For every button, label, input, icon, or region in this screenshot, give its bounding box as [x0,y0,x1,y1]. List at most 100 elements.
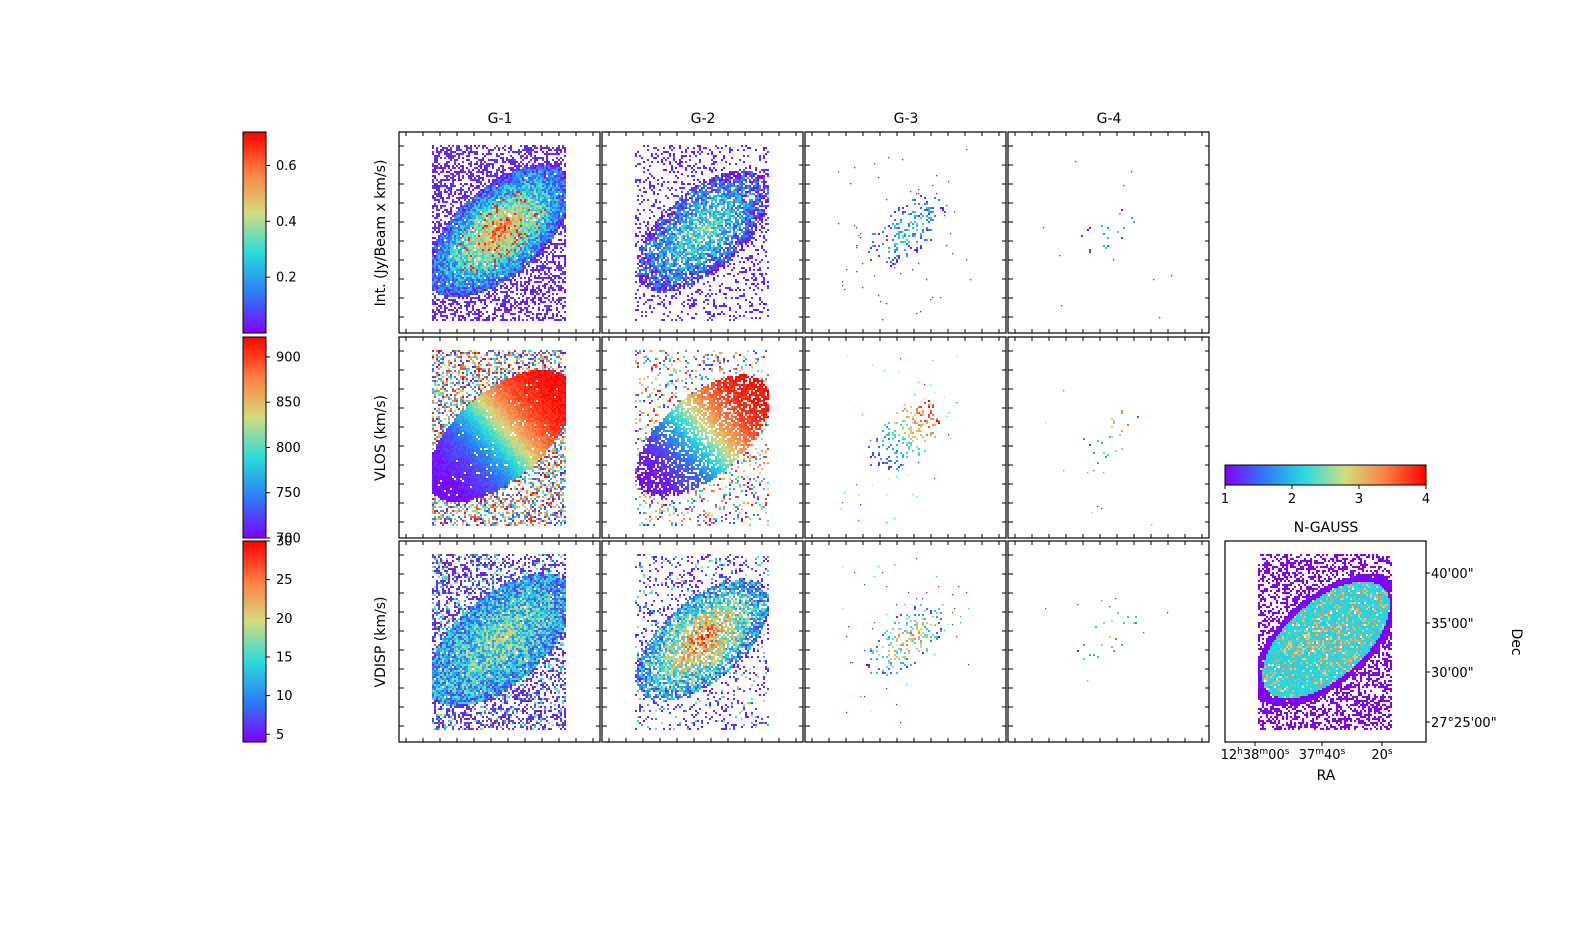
map-pixel [528,201,530,203]
map-pixel [532,217,534,219]
map-pixel [552,167,554,169]
map-pixel [536,259,538,261]
map-pixel [448,267,450,269]
map-pixel [522,215,524,217]
map-pixel [454,223,456,225]
map-pixel [494,233,496,235]
map-pixel [530,253,532,255]
map-pixel [534,169,536,171]
map-pixel [494,189,496,191]
map-pixel [446,161,448,163]
map-pixel [502,227,504,229]
map-pixel [432,283,434,285]
map-pixel [504,277,506,279]
map-pixel [514,225,516,227]
map-pixel [548,219,550,221]
map-pixel [512,169,514,171]
map-pixel [504,191,506,193]
map-pixel [534,187,536,189]
map-pixel [520,215,522,217]
map-pixel [562,179,564,181]
map-pixel [504,259,506,261]
map-pixel [472,179,474,181]
map-pixel [460,253,462,255]
map-pixel [492,241,494,243]
map-pixel [532,317,534,319]
map-pixel [466,259,468,261]
map-pixel [448,299,450,301]
map-pixel [558,297,560,299]
map-pixel [466,255,468,257]
map-pixel [478,217,480,219]
map-pixel [458,189,460,191]
map-pixel [562,187,564,189]
map-pixel [540,201,542,203]
map-pixel [534,301,536,303]
map-pixel [462,289,464,291]
map-pixel [484,237,486,239]
map-pixel [524,229,526,231]
map-pixel [436,215,438,217]
map-pixel [484,221,486,223]
map-pixel [542,223,544,225]
map-pixel [486,187,488,189]
map-pixel [490,245,492,247]
map-pixel [490,219,492,221]
map-pixel [452,157,454,159]
map-pixel [494,247,496,249]
map-pixel [474,167,476,169]
map-pixel [560,285,562,287]
map-pixel [562,207,564,209]
map-pixel [560,319,562,321]
map-pixel [440,273,442,275]
map-pixel [520,233,522,235]
map-pixel [528,237,530,239]
map-pixel [442,257,444,259]
map-pixel [514,245,516,247]
map-pixel [502,173,504,175]
map-pixel [526,195,528,197]
map-pixel [554,207,556,209]
map-pixel [532,173,534,175]
map-pixel [502,305,504,307]
map-pixel [446,153,448,155]
map-pixel [456,243,458,245]
map-pixel [526,207,528,209]
map-pixel [538,229,540,231]
map-pixel [488,261,490,263]
map-pixel [458,293,460,295]
colorbar-tick-label: 0.2 [276,271,297,286]
map-pixel [472,173,474,175]
map-pixel [466,231,468,233]
map-pixel [512,213,514,215]
map-pixel [488,203,490,205]
map-pixel [496,197,498,199]
map-pixel [530,203,532,205]
map-pixel [544,183,546,185]
map-pixel [464,197,466,199]
map-pixel [508,187,510,189]
map-pixel [436,149,438,151]
map-pixel [552,225,554,227]
map-pixel [542,203,544,205]
map-pixel [526,319,528,321]
map-pixel [550,261,552,263]
map-pixel [492,211,494,213]
map-pixel [436,161,438,163]
map-pixel [506,175,508,177]
map-pixel [550,187,552,189]
map-pixel [524,247,526,249]
map-pixel [470,147,472,149]
map-pixel [534,147,536,149]
map-pixel [478,197,480,199]
map-pixel [442,241,444,243]
map-pixel [476,273,478,275]
map-pixel [484,183,486,185]
map-pixel [464,223,466,225]
map-pixel [534,229,536,231]
map-pixel [512,277,514,279]
map-pixel [556,195,558,197]
map-pixel [544,209,546,211]
map-pixel [462,235,464,237]
map-pixel [450,207,452,209]
